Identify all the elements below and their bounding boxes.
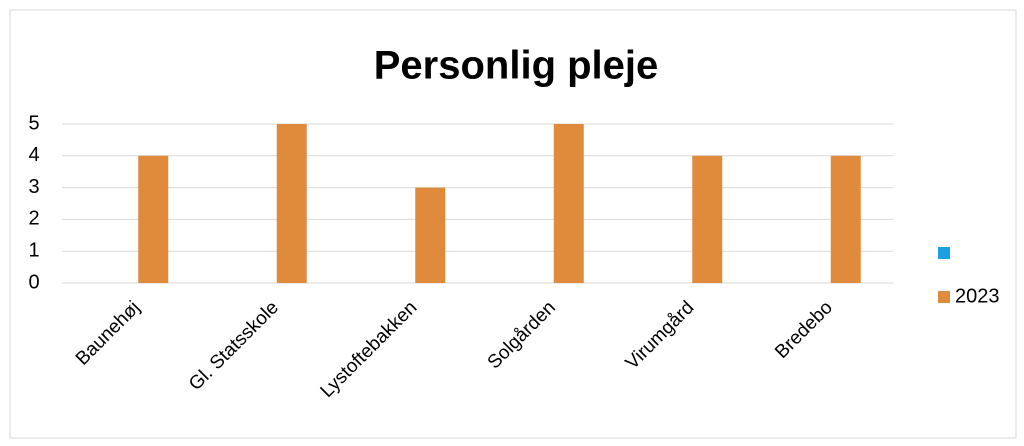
y-tick-label: 5: [28, 112, 39, 134]
bar: [138, 155, 169, 283]
y-tick-label: 0: [28, 271, 39, 293]
y-tick-label: 2: [28, 208, 39, 230]
y-tick-label: 4: [28, 144, 39, 166]
bar: [415, 187, 446, 283]
y-tick-label: 3: [28, 176, 39, 198]
legend-swatch: [938, 247, 950, 259]
bar: [692, 155, 723, 283]
bar: [830, 155, 861, 283]
y-tick-label: 1: [28, 239, 39, 261]
legend-swatch: [938, 291, 950, 303]
legend-label: 2023: [955, 285, 1000, 307]
bar: [276, 124, 307, 283]
chart-title: Personlig pleje: [374, 44, 659, 88]
bar: [553, 124, 584, 283]
